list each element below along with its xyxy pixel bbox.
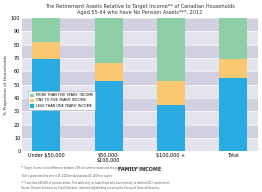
Bar [22, 31, 258, 45]
Bar [22, 111, 258, 125]
Bar [32, 18, 61, 42]
Bar [22, 45, 258, 58]
Bar [157, 81, 185, 105]
Y-axis label: % Proportion of Households: % Proportion of Households [4, 55, 8, 115]
Bar [219, 18, 247, 59]
Bar [157, 105, 185, 151]
Bar [22, 71, 258, 85]
Bar [32, 59, 61, 151]
Bar [22, 98, 258, 111]
Title: The Retirement Assets Relative to Target Income** of Canadian Households
Aged 55: The Retirement Assets Relative to Target… [45, 4, 235, 15]
Bar [95, 81, 123, 151]
Bar [32, 42, 61, 59]
Bar [22, 18, 258, 31]
Legend: MORE THAN FIVE YEARS' INCOME, ONE TO FIVE YEARS' INCOME, LESS THAN ONE YEARS' IN: MORE THAN FIVE YEARS' INCOME, ONE TO FIV… [28, 91, 95, 110]
Bar [219, 59, 247, 78]
Bar [22, 138, 258, 151]
Bar [22, 85, 258, 98]
X-axis label: FAMILY INCOME: FAMILY INCOME [118, 167, 161, 172]
Bar [95, 63, 123, 81]
Bar [157, 18, 185, 81]
Bar [22, 58, 258, 71]
Bar [22, 125, 258, 138]
Bar [95, 18, 123, 63]
Bar [219, 78, 247, 151]
Text: ** Target Income is the difference between 70% of current income and the public : ** Target Income is the difference betwe… [21, 166, 170, 190]
